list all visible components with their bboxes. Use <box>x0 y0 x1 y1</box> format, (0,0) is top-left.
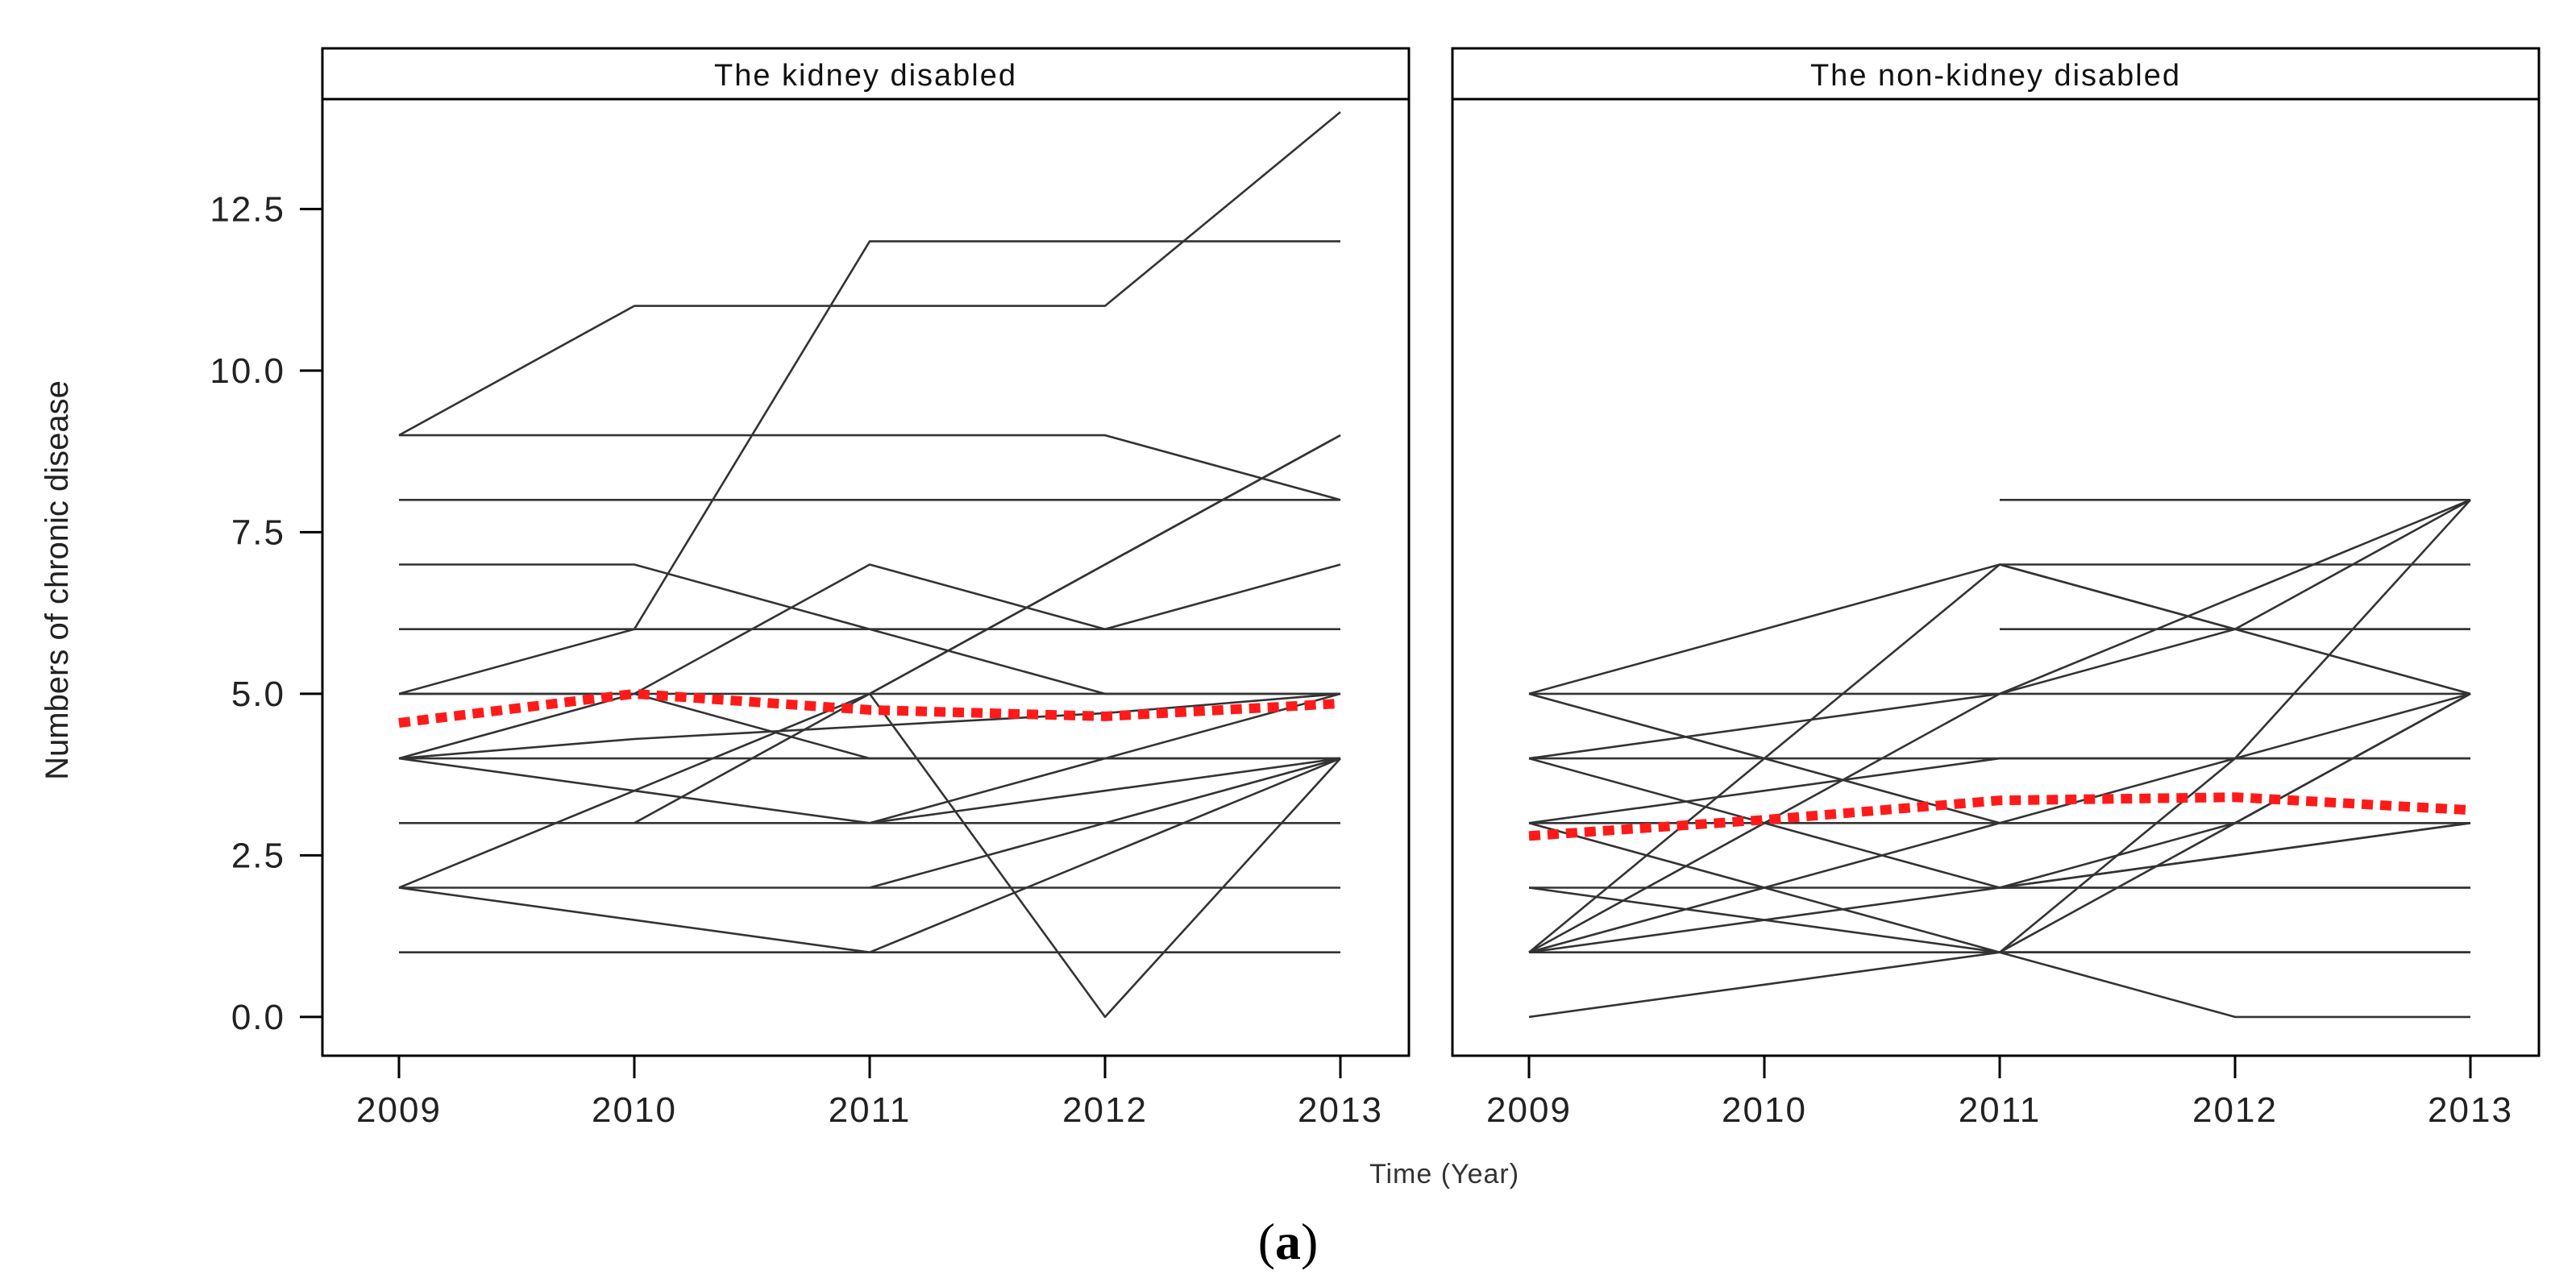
individual-series-line <box>1528 757 2470 824</box>
x-axis: 2009 2010 2011 2012 2013 <box>1486 1056 2513 1130</box>
individual-series-line <box>634 434 1341 824</box>
individual-series-line <box>399 434 1341 501</box>
panel-non-kidney-disabled: The non-kidney disabled 2009 2010 2011 2012… <box>1451 47 2541 1130</box>
individual-series-line <box>868 693 1341 1019</box>
x-axis: 2009 2010 2011 2012 2013 <box>356 1056 1383 1130</box>
individual-series-line <box>398 434 1341 889</box>
individual-series-line <box>1528 951 2470 1019</box>
caption-letter: a <box>1275 1213 1301 1270</box>
y-tick-label: 12.5 <box>210 189 285 229</box>
x-tick-label: 2012 <box>2192 1090 2278 1130</box>
individual-series-line <box>398 110 1341 437</box>
series-layer <box>398 110 1341 1019</box>
x-tick-label: 2009 <box>1486 1090 1572 1130</box>
y-axis-title: Numbers of chronic disease <box>39 380 75 780</box>
mean-series-line <box>1528 792 2471 841</box>
mean-series-line <box>398 688 1341 728</box>
individual-series-line <box>1528 692 2471 953</box>
x-tick-label: 2013 <box>2428 1090 2513 1130</box>
individual-series-line <box>398 757 1341 953</box>
individual-series-line <box>398 240 1340 695</box>
panel-title: The kidney disabled <box>714 59 1017 93</box>
individual-series-line <box>1528 499 2471 953</box>
individual-series-line <box>1999 692 2471 889</box>
individual-series-line <box>1999 499 2471 953</box>
x-tick-label: 2010 <box>1722 1090 1807 1130</box>
x-axis-title: Time (Year) <box>1369 1159 1519 1189</box>
individual-series-line <box>398 563 1341 760</box>
panel-frame <box>321 47 1411 1057</box>
x-tick-label: 2009 <box>356 1090 442 1130</box>
x-tick-label: 2011 <box>1959 1090 2042 1130</box>
individual-series-line <box>1528 822 2470 1019</box>
individual-series-line <box>1999 822 2471 889</box>
individual-series-line <box>1528 886 2470 953</box>
caption-paren-open: ( <box>1258 1213 1275 1270</box>
y-tick-label: 2.5 <box>231 836 285 875</box>
y-tick-label: 0.0 <box>231 998 285 1037</box>
x-tick-label: 2011 <box>829 1090 912 1130</box>
individual-series-line <box>869 757 1341 889</box>
y-tick-label: 7.5 <box>231 513 285 552</box>
x-tick-label: 2013 <box>1298 1090 1383 1130</box>
figure-caption: (a) <box>1258 1213 1319 1270</box>
individual-series-line <box>1999 563 2470 631</box>
individual-series-line <box>398 692 1341 760</box>
y-tick-label: 5.0 <box>231 675 285 714</box>
x-tick-label: 2010 <box>592 1090 677 1130</box>
series-layer <box>1528 498 2471 1019</box>
caption-paren-close: ) <box>1301 1213 1318 1270</box>
y-tick-label: 10.0 <box>210 351 285 391</box>
y-axis: 0.0 2.5 5.0 7.5 10.0 12.5 <box>210 189 322 1037</box>
individual-series-line <box>869 757 1341 824</box>
panel-frame <box>1451 47 2541 1057</box>
panel-title: The non-kidney disabled <box>1810 59 2181 93</box>
x-tick-label: 2012 <box>1062 1090 1148 1130</box>
panel-kidney-disabled: The kidney disabled 0.0 2.5 5.0 7.5 10.0 12.5… <box>210 47 1411 1130</box>
